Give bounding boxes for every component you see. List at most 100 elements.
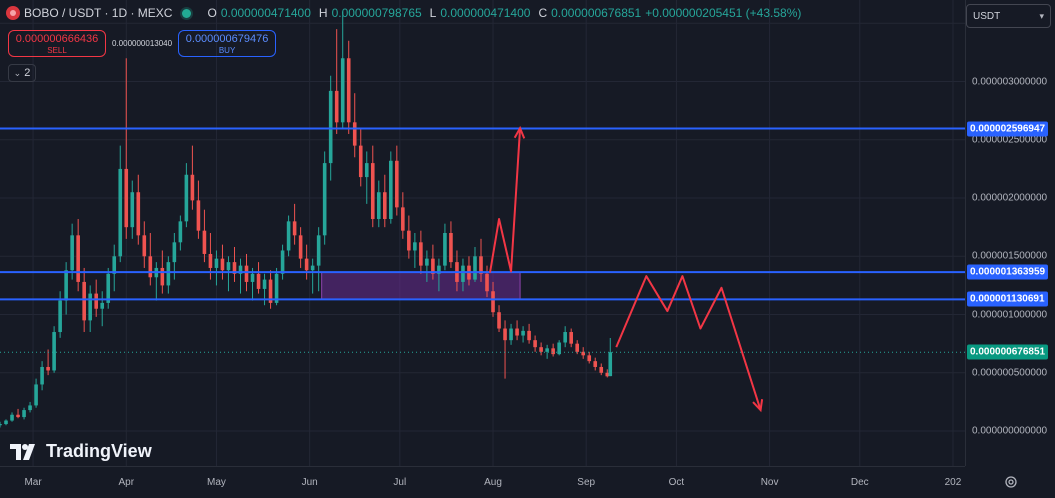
candle-body: [382, 192, 387, 220]
candle-body: [479, 256, 483, 274]
candle-body: [274, 273, 279, 303]
time-tick-label: May: [206, 477, 226, 488]
candle-body: [605, 372, 610, 377]
candle-body: [268, 279, 273, 303]
candle-body: [491, 291, 495, 313]
time-tick-label: Sep: [577, 477, 596, 488]
candle-body: [608, 352, 613, 377]
candle-body: [178, 221, 183, 243]
candle-body: [395, 160, 399, 208]
line-price-tag: 0.000001363959: [967, 264, 1049, 280]
candle-body: [352, 122, 357, 146]
trade-panel: 0.000000666436 SELL 0.000000013040 0.000…: [8, 30, 277, 57]
candle-body: [112, 256, 117, 274]
time-tick-label: Jul: [393, 477, 407, 488]
last-price-tag: 0.000000676851: [967, 344, 1049, 360]
candle-body: [70, 235, 74, 271]
candle-body: [166, 262, 171, 286]
buy-button[interactable]: 0.000000679476 BUY: [178, 30, 277, 57]
candle-body: [232, 262, 237, 274]
indicators-toggle-button[interactable]: ⌄ 2: [8, 64, 36, 82]
time-tick-label: Dec: [850, 477, 869, 488]
price-chart[interactable]: [0, 0, 965, 466]
candle-body: [256, 273, 261, 289]
candle-body: [220, 258, 225, 271]
coin-icon: [6, 6, 20, 20]
symbol-title[interactable]: BOBO / USDT · 1D · MEXC: [24, 6, 173, 20]
candle-body: [214, 258, 219, 268]
time-tick-label: Jun: [301, 477, 318, 488]
candle-body: [94, 293, 99, 309]
candle-body: [76, 235, 80, 282]
candle-body: [4, 420, 8, 425]
candle-body: [328, 90, 333, 164]
tradingview-logo[interactable]: TradingView: [10, 441, 152, 462]
candle-body: [0, 424, 2, 426]
candle-body: [425, 258, 429, 266]
candle-body: [485, 273, 489, 292]
candle-body: [172, 242, 177, 263]
close-value: 0.000000676851: [551, 6, 642, 20]
candle-body: [142, 235, 147, 257]
candle-body: [304, 258, 309, 271]
candle-body: [575, 343, 579, 352]
candle-body: [280, 250, 285, 274]
candle-body: [497, 312, 501, 329]
line-price-tag: 0.000001130691: [967, 291, 1048, 307]
candle-body: [262, 279, 267, 289]
candle-body: [521, 330, 525, 336]
candle-body: [292, 221, 297, 236]
candle-body: [358, 145, 363, 178]
sell-price: 0.000000666436: [15, 33, 99, 45]
low-key: L: [429, 6, 437, 20]
candle-body: [226, 262, 231, 271]
sell-label: SELL: [47, 46, 67, 55]
indicators-count: 2: [24, 67, 31, 79]
candle-body: [46, 366, 50, 371]
candle-body: [322, 163, 327, 236]
price-tick-label: 0.000002500000: [972, 134, 1048, 146]
candle-body: [298, 235, 303, 259]
price-tick-label: 0.000000000000: [972, 425, 1048, 437]
candle-body: [545, 348, 549, 352]
candle-body: [563, 332, 567, 343]
candle-body: [593, 361, 598, 367]
candle-body: [208, 253, 213, 268]
candle-body: [419, 242, 423, 266]
candle-body: [40, 366, 44, 385]
candle-body: [22, 410, 26, 418]
candle-body: [533, 340, 537, 348]
candle-body: [527, 330, 531, 341]
price-tick-label: 0.000003000000: [972, 76, 1048, 88]
candle-body: [509, 328, 513, 341]
chart-area[interactable]: [0, 0, 965, 466]
open-key: O: [207, 6, 217, 20]
candle-body: [196, 200, 201, 231]
price-axis[interactable]: 0.0000035000000.0000030000000.0000025000…: [965, 0, 1055, 466]
candle-body: [88, 293, 92, 321]
candle-body: [376, 192, 381, 220]
candle-body: [118, 168, 123, 257]
market-open-icon: [182, 8, 192, 18]
candle-body: [449, 233, 453, 263]
candle-body: [160, 267, 165, 286]
currency-select[interactable]: USDT ▾: [966, 4, 1051, 28]
candle-body: [389, 160, 393, 220]
candle-body: [334, 90, 339, 123]
candle-body: [244, 265, 249, 282]
gear-icon[interactable]: [1004, 475, 1018, 489]
sell-button[interactable]: 0.000000666436 SELL: [8, 30, 106, 57]
candle-body: [238, 265, 243, 274]
candle-body: [184, 174, 189, 222]
close-key: C: [538, 6, 548, 20]
currency-value: USDT: [973, 10, 1001, 22]
logo-text: TradingView: [46, 441, 152, 461]
candle-body: [431, 258, 435, 274]
candle-body: [130, 192, 135, 228]
candle-body: [515, 328, 519, 336]
candle-body: [364, 163, 369, 178]
time-axis[interactable]: Mar Apr May Jun Jul Aug Sep Oct Nov Dec 202: [0, 466, 965, 498]
candle-body: [437, 265, 441, 274]
candle-body: [82, 281, 86, 321]
low-value: 0.000000471400: [440, 6, 531, 20]
